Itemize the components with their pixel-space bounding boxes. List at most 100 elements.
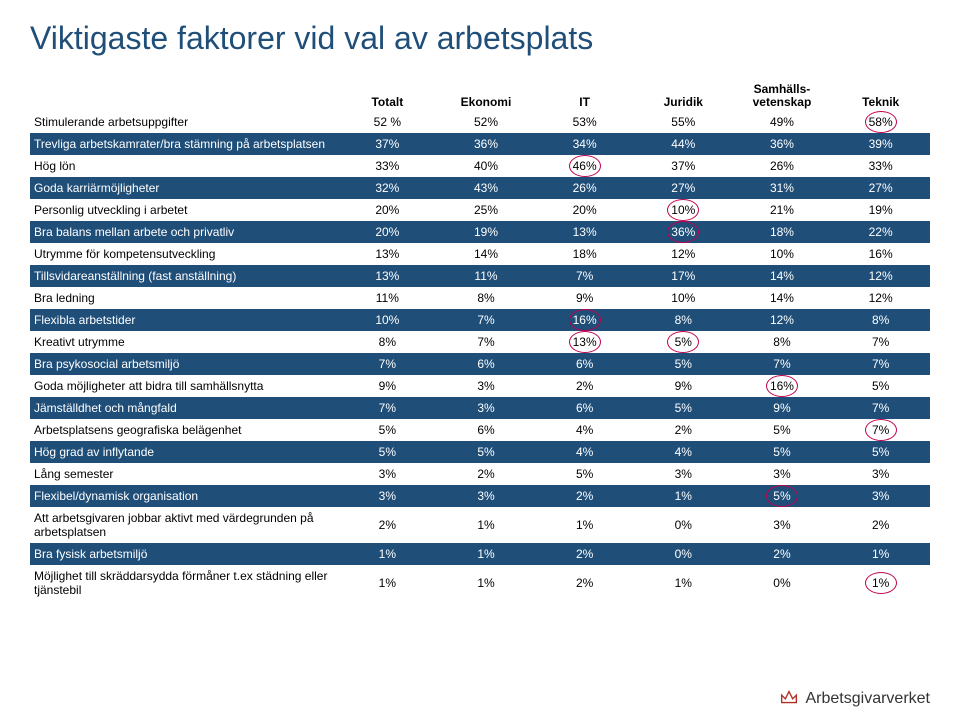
cell: 20% [535, 199, 634, 221]
cell: 18% [535, 243, 634, 265]
table-row: Stimulerande arbetsuppgifter52 %52%53%55… [30, 111, 930, 133]
row-label: Bra ledning [30, 287, 338, 309]
cell: 55% [634, 111, 733, 133]
cell: 22% [831, 221, 930, 243]
cell: 3% [831, 485, 930, 507]
row-label: Flexibla arbetstider [30, 309, 338, 331]
cell: 2% [831, 507, 930, 543]
row-label: Flexibel/dynamisk organisation [30, 485, 338, 507]
table-row: Hög lön33%40%46%37%26%33% [30, 155, 930, 177]
cell: 6% [535, 397, 634, 419]
row-label: Lång semester [30, 463, 338, 485]
table-row: Bra balans mellan arbete och privatliv20… [30, 221, 930, 243]
cell: 3% [338, 463, 437, 485]
row-label: Stimulerande arbetsuppgifter [30, 111, 338, 133]
row-label: Arbetsplatsens geografiska belägenhet [30, 419, 338, 441]
cell: 2% [535, 565, 634, 601]
row-label: Möjlighet till skräddarsydda förmåner t.… [30, 565, 338, 601]
cell: 58% [831, 111, 930, 133]
cell: 6% [437, 419, 536, 441]
highlighted-cell: 1% [872, 576, 889, 590]
cell: 10% [634, 199, 733, 221]
table-row: Lång semester3%2%5%3%3%3% [30, 463, 930, 485]
table-row: Hög grad av inflytande5%5%4%4%5%5% [30, 441, 930, 463]
cell: 32% [338, 177, 437, 199]
cell: 7% [831, 397, 930, 419]
col-header: Juridik [634, 81, 733, 111]
cell: 3% [634, 463, 733, 485]
cell: 20% [338, 221, 437, 243]
cell: 4% [634, 441, 733, 463]
cell: 53% [535, 111, 634, 133]
row-label: Personlig utveckling i arbetet [30, 199, 338, 221]
table-row: Tillsvidareanställning (fast anställning… [30, 265, 930, 287]
cell: 0% [733, 565, 832, 601]
cell: 44% [634, 133, 733, 155]
row-label: Bra fysisk arbetsmiljö [30, 543, 338, 565]
cell: 10% [634, 287, 733, 309]
cell: 27% [634, 177, 733, 199]
cell: 14% [733, 287, 832, 309]
highlighted-cell: 13% [573, 335, 597, 349]
cell: 31% [733, 177, 832, 199]
cell: 5% [437, 441, 536, 463]
cell: 5% [634, 353, 733, 375]
cell: 5% [733, 485, 832, 507]
highlighted-cell: 46% [573, 159, 597, 173]
cell: 26% [535, 177, 634, 199]
cell: 27% [831, 177, 930, 199]
cell: 7% [338, 397, 437, 419]
cell: 7% [437, 331, 536, 353]
header-row: TotaltEkonomiITJuridikSamhälls-vetenskap… [30, 81, 930, 111]
table-row: Flexibel/dynamisk organisation3%3%2%1%5%… [30, 485, 930, 507]
cell: 19% [437, 221, 536, 243]
cell: 33% [338, 155, 437, 177]
cell: 13% [535, 331, 634, 353]
row-label: Goda möjligheter att bidra till samhälls… [30, 375, 338, 397]
cell: 5% [634, 331, 733, 353]
cell: 36% [634, 221, 733, 243]
cell: 37% [338, 133, 437, 155]
cell: 2% [535, 485, 634, 507]
cell: 11% [437, 265, 536, 287]
cell: 49% [733, 111, 832, 133]
highlighted-cell: 58% [869, 115, 893, 129]
cell: 8% [634, 309, 733, 331]
cell: 5% [733, 441, 832, 463]
row-label: Goda karriärmöjligheter [30, 177, 338, 199]
cell: 4% [535, 419, 634, 441]
logo: Arbetsgivarverket [778, 686, 931, 711]
cell: 5% [831, 375, 930, 397]
cell: 7% [831, 419, 930, 441]
cell: 1% [338, 543, 437, 565]
row-label: Hög lön [30, 155, 338, 177]
cell: 5% [634, 397, 733, 419]
cell: 6% [437, 353, 536, 375]
cell: 5% [831, 441, 930, 463]
cell: 1% [831, 543, 930, 565]
cell: 12% [733, 309, 832, 331]
table-row: Goda möjligheter att bidra till samhälls… [30, 375, 930, 397]
cell: 7% [831, 353, 930, 375]
cell: 2% [535, 375, 634, 397]
cell: 18% [733, 221, 832, 243]
cell: 2% [535, 543, 634, 565]
row-label: Jämställdhet och mångfald [30, 397, 338, 419]
cell: 13% [338, 243, 437, 265]
col-header: Teknik [831, 81, 930, 111]
crown-icon [778, 686, 800, 711]
col-header: Ekonomi [437, 81, 536, 111]
cell: 2% [437, 463, 536, 485]
cell: 3% [437, 485, 536, 507]
cell: 10% [338, 309, 437, 331]
cell: 19% [831, 199, 930, 221]
table-row: Arbetsplatsens geografiska belägenhet5%6… [30, 419, 930, 441]
cell: 13% [338, 265, 437, 287]
row-label: Bra psykosocial arbetsmiljö [30, 353, 338, 375]
cell: 17% [634, 265, 733, 287]
cell: 36% [437, 133, 536, 155]
cell: 8% [338, 331, 437, 353]
col-header: Totalt [338, 81, 437, 111]
cell: 11% [338, 287, 437, 309]
cell: 40% [437, 155, 536, 177]
